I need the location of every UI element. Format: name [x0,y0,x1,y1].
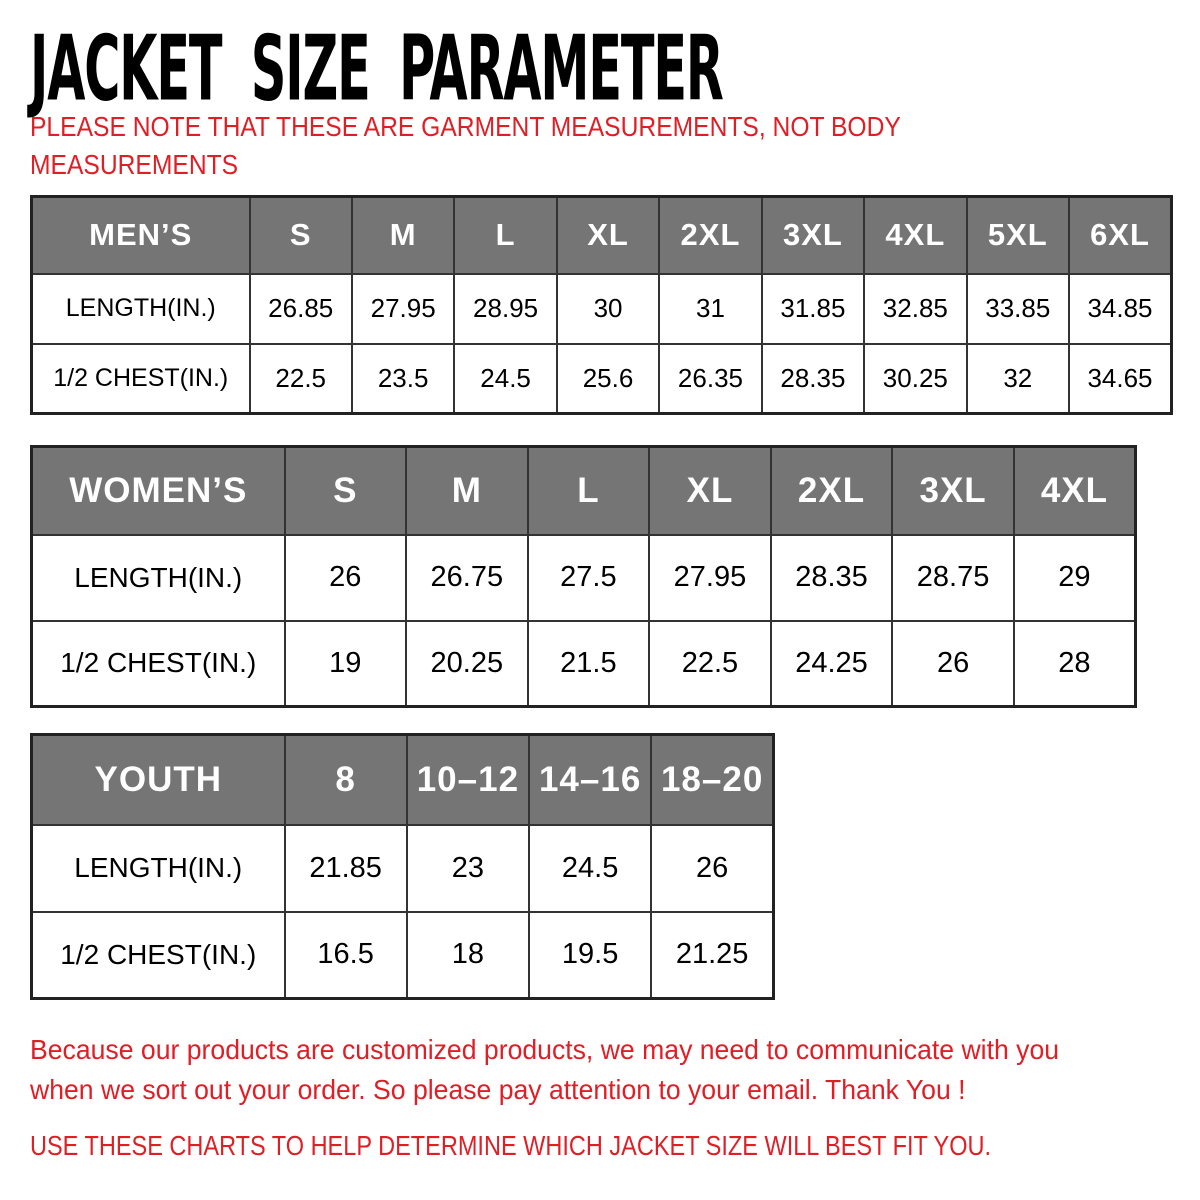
table-row: LENGTH(IN.) 21.85 23 24.5 26 [30,823,775,913]
table-row: 1/2 CHEST(IN.) 22.5 23.5 24.5 25.6 26.35 28.35… [30,342,1173,415]
table-row: LENGTH(IN.) 26.85 27.95 28.95 30 31 31.85 32.85… [30,272,1173,345]
size-value-cell: 28.95 [453,272,558,345]
table-row: 1/2 CHEST(IN.) 19 20.25 21.5 22.5 24.25 26 28 [30,619,1137,708]
table-title-cell: MEN’S [30,195,251,275]
size-header-cell: 3XL [760,195,866,275]
size-value-cell: 30 [555,272,661,345]
size-value-cell: 34.65 [1068,342,1173,415]
size-value-cell: 28.35 [760,342,866,415]
size-header-cell: M [405,445,529,536]
size-value-cell: 23 [405,823,531,913]
note-line-1: PLEASE NOTE THAT THESE ARE GARMENT MEASU… [30,111,901,142]
size-value-cell: 28.35 [769,533,894,622]
notice-line-2: when we sort out your order. So please p… [30,1074,966,1105]
size-value-cell: 21.85 [283,823,408,913]
size-value-cell: 30.25 [863,342,968,415]
notice-line-1: Because our products are customized prod… [30,1034,1060,1065]
size-value-cell: 26.35 [658,342,763,415]
size-value-cell: 27.5 [526,533,651,622]
page-title: JACKET SIZE PARAMETER [30,15,724,121]
size-value-cell: 21.25 [650,910,775,1000]
size-value-cell: 24.25 [769,619,894,708]
size-value-cell: 32.85 [863,272,968,345]
size-header-cell: S [283,445,408,536]
size-header-cell: 8 [283,733,408,826]
size-value-cell: 23.5 [350,342,456,415]
row-label-cell: LENGTH(IN.) [30,272,251,345]
row-label-cell: 1/2 CHEST(IN.) [30,342,251,415]
garment-measurement-note: PLEASE NOTE THAT THESE ARE GARMENT MEASU… [30,108,901,184]
size-header-cell: 6XL [1068,195,1173,275]
size-value-cell: 26 [650,823,775,913]
table-row: LENGTH(IN.) 26 26.75 27.5 27.95 28.35 28.75 29 [30,533,1137,622]
size-value-cell: 31.85 [760,272,866,345]
size-value-cell: 22.5 [648,619,772,708]
row-label-cell: 1/2 CHEST(IN.) [30,910,286,1000]
size-value-cell: 33.85 [965,272,1071,345]
table-title-cell: YOUTH [30,733,286,826]
size-value-cell: 27.95 [350,272,456,345]
size-header-cell: S [248,195,353,275]
size-value-cell: 20.25 [405,619,529,708]
mens-size-table: MEN’S S M L XL 2XL 3XL 4XL 5XL 6XL LENGTH(IN.) 26.8… [30,195,1173,415]
size-header-cell: XL [648,445,772,536]
size-header-cell: 18–20 [650,733,775,826]
size-header-cell: 2XL [769,445,894,536]
womens-size-table: WOMEN’S S M L XL 2XL 3XL 4XL LENGTH(IN.) 26 26.75 2… [30,445,1137,708]
size-header-cell: 14–16 [527,733,653,826]
size-value-cell: 21.5 [526,619,651,708]
size-value-cell: 26.85 [248,272,353,345]
header-row: MEN’S S M L XL 2XL 3XL 4XL 5XL 6XL [30,195,1173,275]
size-value-cell: 24.5 [453,342,558,415]
size-value-cell: 26 [283,533,408,622]
size-value-cell: 18 [405,910,531,1000]
size-header-cell: 4XL [1012,445,1137,536]
header-row: WOMEN’S S M L XL 2XL 3XL 4XL [30,445,1137,536]
table-row: 1/2 CHEST(IN.) 16.5 18 19.5 21.25 [30,910,775,1000]
size-value-cell: 28.75 [891,533,1015,622]
size-header-cell: M [350,195,456,275]
size-value-cell: 26 [891,619,1015,708]
size-value-cell: 27.95 [648,533,772,622]
size-header-cell: 2XL [658,195,763,275]
youth-size-table: YOUTH 8 10–12 14–16 18–20 LENGTH(IN.) 21.85 23 2… [30,733,775,1000]
size-header-cell: 5XL [965,195,1071,275]
size-header-cell: 10–12 [405,733,531,826]
size-value-cell: 24.5 [527,823,653,913]
table-title-cell: WOMEN’S [30,445,286,536]
size-value-cell: 16.5 [283,910,408,1000]
row-label-cell: LENGTH(IN.) [30,823,286,913]
size-header-cell: 3XL [891,445,1015,536]
size-value-cell: 22.5 [248,342,353,415]
size-value-cell: 29 [1012,533,1137,622]
size-value-cell: 32 [965,342,1071,415]
size-header-cell: 4XL [863,195,968,275]
size-header-cell: L [453,195,558,275]
customization-notice: Because our products are customized prod… [30,1030,1059,1110]
size-value-cell: 34.85 [1068,272,1173,345]
size-value-cell: 26.75 [405,533,529,622]
size-value-cell: 19 [283,619,408,708]
size-header-cell: XL [555,195,661,275]
row-label-cell: LENGTH(IN.) [30,533,286,622]
size-value-cell: 19.5 [527,910,653,1000]
row-label-cell: 1/2 CHEST(IN.) [30,619,286,708]
note-line-2: MEASUREMENTS [30,149,239,180]
size-value-cell: 28 [1012,619,1137,708]
size-value-cell: 25.6 [555,342,661,415]
size-value-cell: 31 [658,272,763,345]
size-header-cell: L [526,445,651,536]
usage-instruction: USE THESE CHARTS TO HELP DETERMINE WHICH… [30,1130,992,1161]
header-row: YOUTH 8 10–12 14–16 18–20 [30,733,775,826]
